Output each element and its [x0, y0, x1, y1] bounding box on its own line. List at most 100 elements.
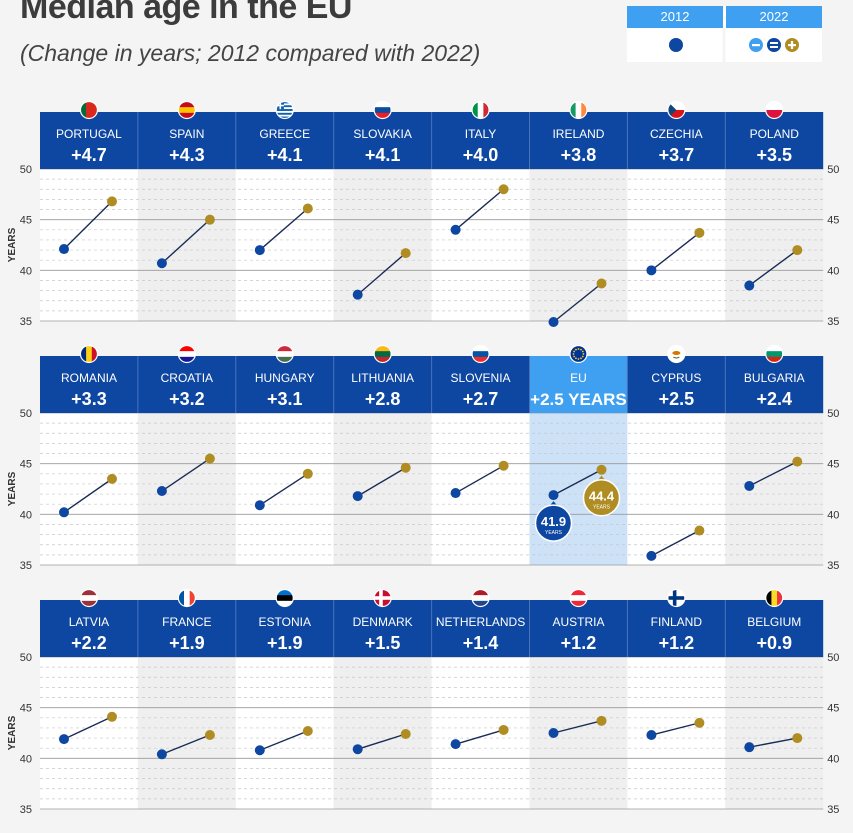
change-value-label: +0.9: [756, 633, 792, 653]
change-value-label: +4.1: [267, 145, 303, 165]
legend-dot-2012: [669, 38, 683, 52]
point-2012: [646, 265, 657, 276]
change-value-label: +2.5 YEARS: [530, 390, 627, 409]
change-line: [357, 733, 406, 750]
plot-band: [137, 657, 236, 809]
plot-band: [235, 657, 334, 809]
country-name-label: CZECHIA: [650, 127, 703, 141]
country-name-label: AUSTRIA: [552, 615, 604, 629]
point-2022: [792, 456, 803, 467]
change-value-label: +3.2: [169, 389, 205, 409]
column-header: [235, 600, 334, 657]
austria-flag-icon: [569, 589, 587, 607]
column-header: [627, 356, 726, 413]
column-header: [725, 600, 824, 657]
point-2022: [596, 278, 607, 289]
change-value-label: +1.2: [659, 633, 695, 653]
change-value-label: +1.5: [365, 633, 401, 653]
plot-band: [529, 657, 628, 809]
plot-band: [333, 657, 432, 809]
change-value-label: +3.1: [267, 389, 303, 409]
y-tick-label: 40: [827, 753, 839, 765]
country-name-label: PORTUGAL: [56, 127, 122, 141]
change-value-label: +1.2: [561, 633, 597, 653]
column-header: [40, 112, 138, 169]
change-value-label: +1.4: [463, 633, 499, 653]
plot-band: [627, 169, 726, 321]
column-header: [431, 112, 530, 169]
change-line: [161, 219, 211, 264]
cyprus-flag-icon: [667, 345, 685, 363]
netherlands-flag-icon: [472, 589, 490, 607]
plot-band: [235, 169, 334, 321]
y-tick-label: 40: [20, 265, 32, 277]
change-line: [651, 722, 700, 736]
point-2012: [254, 245, 265, 256]
change-value-label: +4.1: [365, 145, 401, 165]
czechia-flag-icon: [667, 101, 685, 119]
y-tick-label: 45: [20, 215, 32, 227]
change-value-label: +2.4: [756, 389, 792, 409]
point-2022: [498, 460, 509, 471]
column-header: [137, 600, 236, 657]
country-name-label: EU: [570, 371, 587, 385]
y-tick-label: 35: [827, 316, 839, 328]
eu-2022-unit: YEARS: [593, 505, 611, 511]
point-2022: [596, 715, 607, 726]
point-2012: [254, 745, 265, 756]
country-name-label: BULGARIA: [744, 371, 805, 385]
plot-band: [725, 657, 824, 809]
point-2022: [204, 214, 215, 225]
change-value-label: +3.7: [659, 145, 695, 165]
eu-2012-unit: YEARS: [545, 530, 563, 536]
change-line: [357, 467, 407, 497]
chart-title: Median age in the EU: [20, 0, 352, 26]
change-value-label: +3.5: [756, 145, 792, 165]
point-2022: [204, 453, 215, 464]
point-2012: [352, 289, 363, 300]
minus-icon: [749, 38, 763, 52]
poland-flag-icon: [765, 101, 783, 119]
point-2012: [548, 728, 559, 738]
equals-icon: [767, 38, 781, 52]
country-name-label: DENMARK: [353, 615, 413, 629]
column-header: [235, 112, 334, 169]
point-2012: [59, 734, 69, 745]
y-tick-label: 45: [827, 703, 839, 715]
country-name-label: LATVIA: [69, 615, 109, 629]
y-axis-label: YEARS: [7, 227, 18, 262]
legend-year-2022: 2022: [726, 6, 822, 28]
column-header: [333, 600, 432, 657]
plot-band: [725, 169, 824, 321]
country-name-label: SLOVAKIA: [353, 127, 411, 141]
point-2022: [596, 464, 607, 475]
ireland-flag-icon: [569, 101, 587, 119]
y-tick-label: 40: [20, 753, 32, 765]
y-tick-label: 45: [20, 459, 32, 471]
change-line: [749, 737, 798, 748]
change-value-label: +4.0: [463, 145, 499, 165]
denmark-flag-icon: [374, 589, 392, 607]
point-2022: [498, 724, 509, 735]
plot-band: [137, 413, 236, 565]
chart-subtitle: (Change in years; 2012 compared with 202…: [20, 40, 481, 66]
change-value-label: +3.3: [71, 389, 107, 409]
country-name-label: BELGIUM: [747, 615, 801, 629]
plot-band: [431, 413, 530, 565]
point-2022: [694, 227, 705, 238]
croatia-flag-icon: [178, 345, 196, 363]
change-value-label: +2.7: [463, 389, 499, 409]
point-2012: [254, 500, 265, 511]
point-2012: [548, 490, 559, 501]
change-line: [259, 473, 309, 506]
country-name-label: GREECE: [259, 127, 310, 141]
legend-year-2012: 2012: [627, 6, 723, 28]
change-line: [63, 716, 113, 740]
lithuania-flag-icon: [374, 345, 392, 363]
point-2012: [352, 744, 363, 755]
country-name-label: FRANCE: [162, 615, 211, 629]
plot-band: [627, 657, 726, 809]
point-2012: [646, 730, 657, 741]
country-name-label: CROATIA: [161, 371, 213, 385]
point-2022: [302, 725, 313, 736]
